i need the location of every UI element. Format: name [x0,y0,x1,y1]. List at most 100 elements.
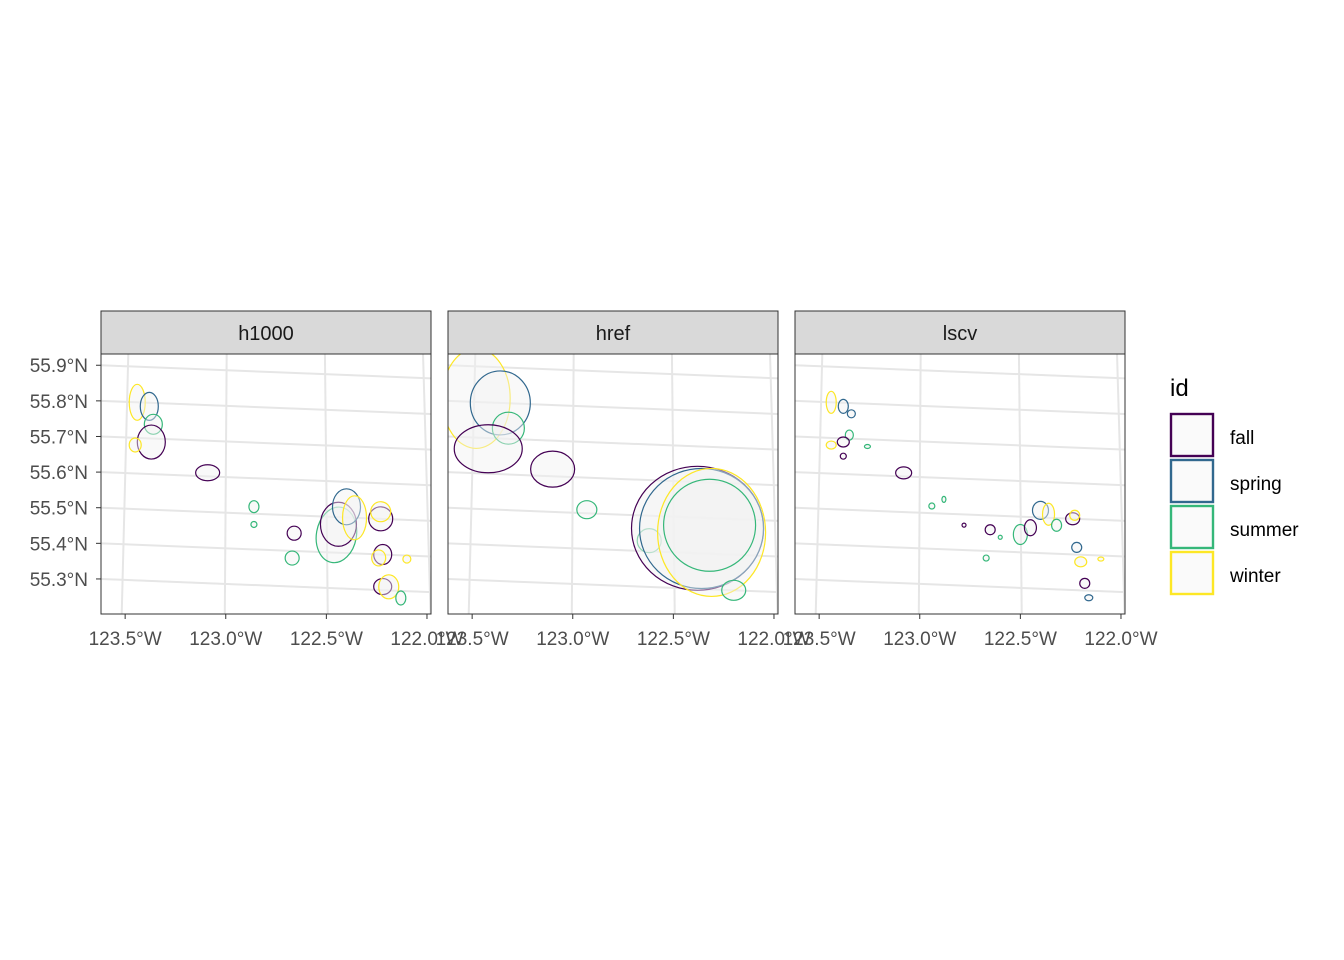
contour-summer [636,528,662,554]
y-tick-label: 55.3°N [30,570,88,591]
contour-fall [984,524,996,536]
parallel-line [101,399,431,415]
y-tick-label: 55.4°N [30,534,88,555]
contour-summer [941,495,947,503]
meridian-line [323,354,329,614]
legend-title: id [1170,375,1189,402]
contour-fall [373,577,393,596]
legend-entries: fall spring summer winter [1169,412,1299,596]
y-tick-label: 55.7°N [30,427,88,448]
legend-key [1169,412,1215,458]
contour-summer [928,502,936,510]
contour-spring [139,391,159,421]
home-range-contours [448,354,767,601]
contour-fall [136,424,166,460]
panel-border [794,353,1126,615]
contour-fall [961,522,967,528]
facet-strip-label: lscv [943,323,977,345]
contour-fall [1023,519,1038,537]
meridian-line [120,354,130,614]
meridian-line [422,354,431,614]
x-tick-label: 122.5°W [984,629,1057,650]
y-tick-label: 55.9°N [30,356,88,377]
meridian-line [814,354,824,614]
parallel-line [101,577,431,594]
contour-summer [997,534,1003,540]
contour-fall [530,450,576,488]
legend-entry-fall: fall [1169,412,1254,458]
home-range-contours [825,390,1105,602]
legend-key [1169,458,1215,504]
contour-winter [341,495,368,541]
contour-summer [662,478,757,572]
legend-label: fall [1230,428,1254,449]
contour-spring [1071,541,1083,554]
contour-winter [825,440,837,450]
contour-winter [1069,509,1081,521]
parallel-line [448,364,778,380]
contour-spring [638,467,765,590]
panel-border [100,353,432,615]
parallel-line [101,506,431,522]
parallel-line [101,542,431,558]
contour-fall [286,525,302,541]
contour-spring [1084,594,1094,602]
legend-entry-summer: summer [1169,504,1299,550]
parallel-line [448,542,778,558]
contour-summer [143,413,163,435]
meridian-line [769,354,778,614]
contour-winter [1074,556,1088,568]
facet-panel-h1000: h1000 123.5°W 123.0°W 122.5°W 122.0°W 55.9°N 5… [30,310,464,650]
parallel-line [448,577,778,594]
meridian-line [570,354,575,614]
legend: id fall spring summer winter [1169,375,1299,596]
legend-entry-spring: spring [1169,458,1282,504]
contour-fall [836,436,850,448]
contour-spring [846,409,856,419]
legend-key [1169,504,1215,550]
contour-fall [839,452,847,460]
legend-label: spring [1230,474,1282,495]
contour-fall [368,506,394,532]
graticule [101,354,431,614]
contour-summer [315,506,358,564]
contour-winter [371,549,387,567]
contour-summer [250,520,258,529]
panel-border [447,353,779,615]
parallel-line [448,399,778,415]
parallel-line [795,399,1125,415]
contour-summer [248,500,260,514]
contour-winter [1041,502,1056,526]
x-tick-label: 123.0°W [883,629,956,650]
meridian-line [1116,354,1125,614]
contour-fall [895,466,913,480]
parallel-line [448,506,778,522]
facet-strip [100,310,432,355]
contour-spring [469,370,531,436]
facet-strip-label: href [596,323,631,345]
contour-winter [370,501,392,523]
facet-strip [447,310,779,355]
parallel-line [101,364,431,380]
y-tick-label: 55.8°N [30,392,88,413]
x-tick-label: 122.5°W [290,629,363,650]
parallel-line [795,471,1125,487]
x-tick-label: 122.0°W [737,629,810,650]
contour-winter [1097,556,1105,562]
y-tick-label: 55.5°N [30,499,88,520]
contour-summer [721,579,747,601]
meridian-line [467,354,477,614]
legend-label: winter [1229,566,1281,587]
legend-label: summer [1230,520,1299,541]
legend-entry-winter: winter [1169,550,1281,596]
parallel-line [101,435,431,451]
contour-summer [576,500,598,520]
contour-winter [128,437,142,453]
parallel-line [795,364,1125,380]
meridian-line [917,354,922,614]
x-tick-label: 122.0°W [1084,629,1157,650]
x-tick-label: 122.5°W [637,629,710,650]
meridian-line [1017,354,1023,614]
facet-panel-lscv: lscv 123.5°W 123.0°W 122.5°W 122.0°W [783,310,1158,650]
